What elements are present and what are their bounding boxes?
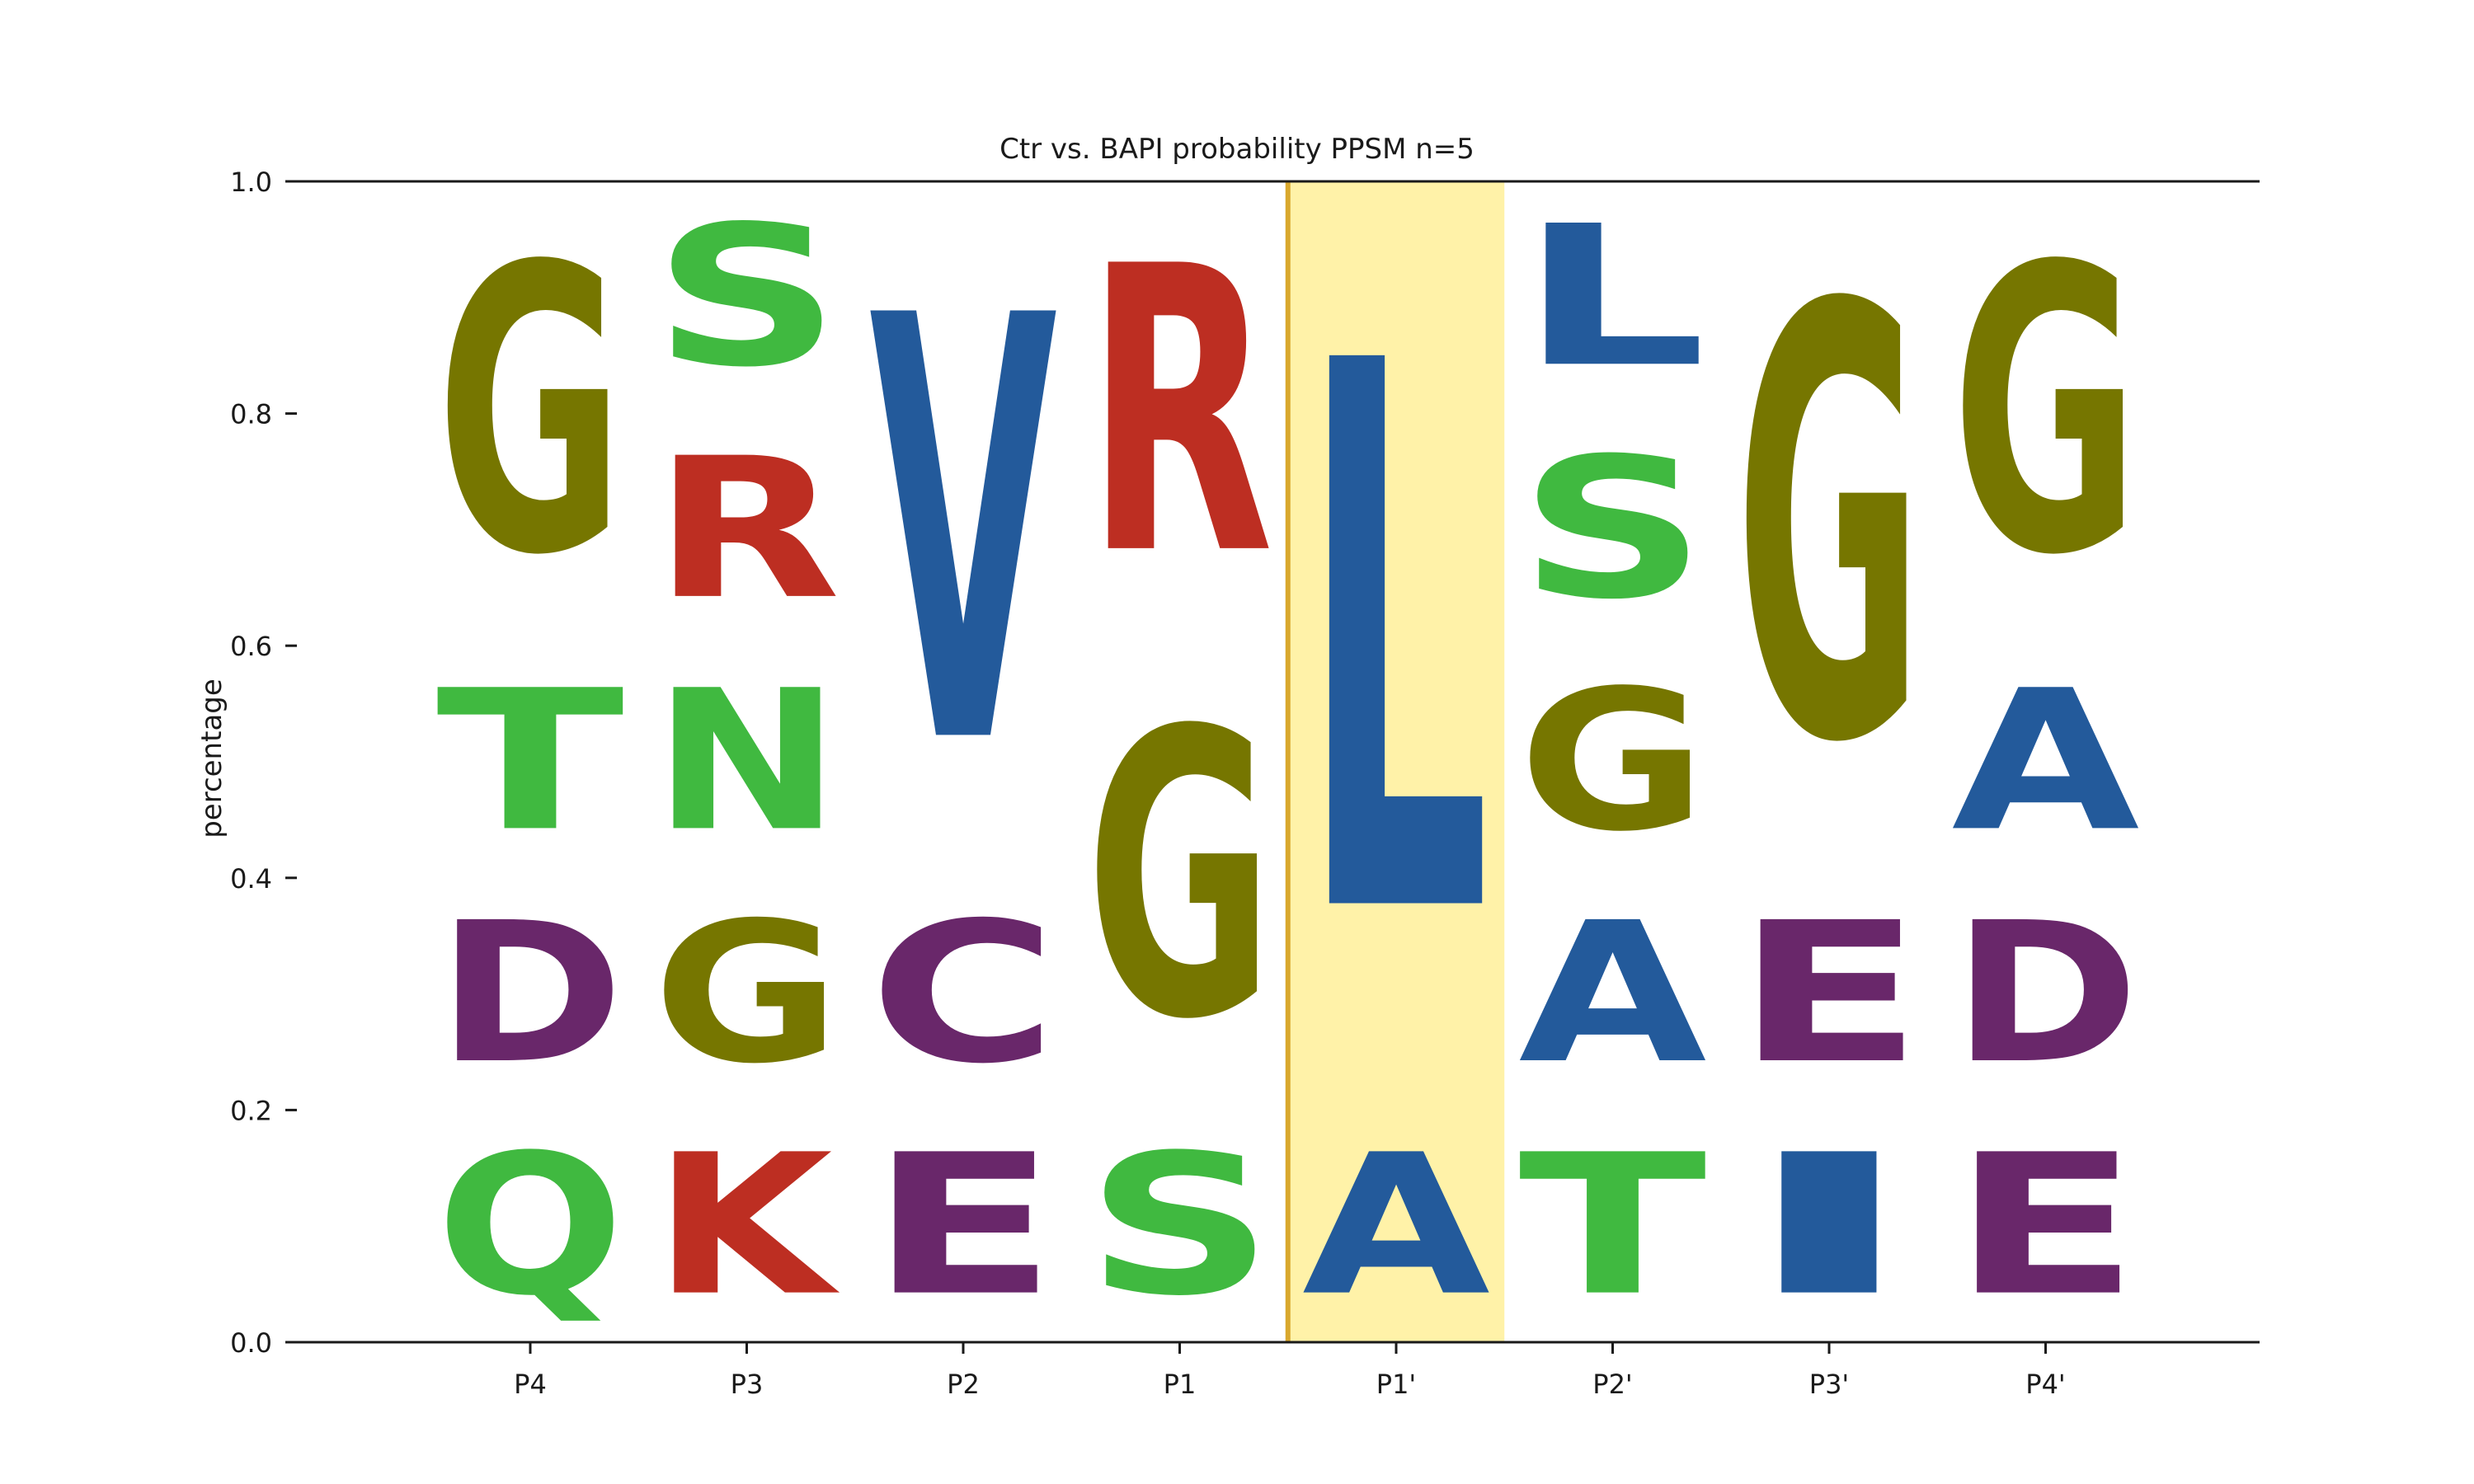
logo-letter: G xyxy=(1086,648,1274,1106)
logo-letter: V xyxy=(869,195,1059,872)
y-axis-label: percentage xyxy=(195,679,228,838)
x-tick-label: P2' xyxy=(1592,1369,1632,1400)
logo-letter: A xyxy=(1302,1113,1492,1338)
logo-letter: S xyxy=(653,184,841,410)
logo-letter: E xyxy=(869,1113,1057,1338)
y-tick-label: 0.4 xyxy=(230,863,272,895)
logo-letter: G xyxy=(1952,184,2140,641)
y-tick-label: 0.8 xyxy=(230,399,272,430)
logo-letter: I xyxy=(1735,1113,1923,1338)
y-tick-label: 0.2 xyxy=(230,1095,272,1126)
y-tick-label: 0.0 xyxy=(230,1327,272,1359)
logo-letter: A xyxy=(1952,649,2142,874)
logo-letter: G xyxy=(653,881,841,1106)
logo-letter: S xyxy=(1519,416,1707,642)
highlight-band xyxy=(1287,181,1505,1342)
logo-letter: C xyxy=(869,881,1057,1106)
x-tick-label: P1' xyxy=(1376,1369,1416,1400)
logo-letter: G xyxy=(1735,185,1923,873)
logo-letter: Q xyxy=(436,1114,624,1339)
logo-letter: G xyxy=(436,184,624,641)
logo-letter: T xyxy=(436,649,626,874)
x-tick-label: P3' xyxy=(1809,1369,1849,1400)
logo-letter: G xyxy=(1519,648,1707,874)
logo-letter: N xyxy=(653,649,841,874)
logo-letter: K xyxy=(653,1113,842,1339)
y-tick-label: 1.0 xyxy=(230,167,272,198)
logo-letter: L xyxy=(1302,206,1490,1081)
logo-letter: D xyxy=(1952,881,2140,1106)
x-tick-label: P4 xyxy=(514,1369,547,1400)
logo-letter: E xyxy=(1735,881,1923,1106)
logo-letter: A xyxy=(1519,881,1709,1106)
logo-letter: T xyxy=(1519,1114,1709,1339)
chart-title: Ctr vs. BAPI probability PPSM n=5 xyxy=(999,133,1475,166)
x-tick-label: P1 xyxy=(1164,1369,1197,1400)
logo-letter: R xyxy=(1086,184,1274,641)
logo-letter: D xyxy=(436,881,624,1106)
x-tick-label: P2 xyxy=(947,1369,980,1400)
x-tick-label: P3 xyxy=(731,1369,764,1400)
logo-letter: S xyxy=(1086,1112,1274,1338)
logo-letter: E xyxy=(1952,1113,2140,1338)
y-tick-label: 0.6 xyxy=(230,631,272,662)
logo-letter: R xyxy=(653,417,841,642)
x-tick-label: P4' xyxy=(2025,1369,2065,1400)
logo-letter: L xyxy=(1519,185,1707,410)
